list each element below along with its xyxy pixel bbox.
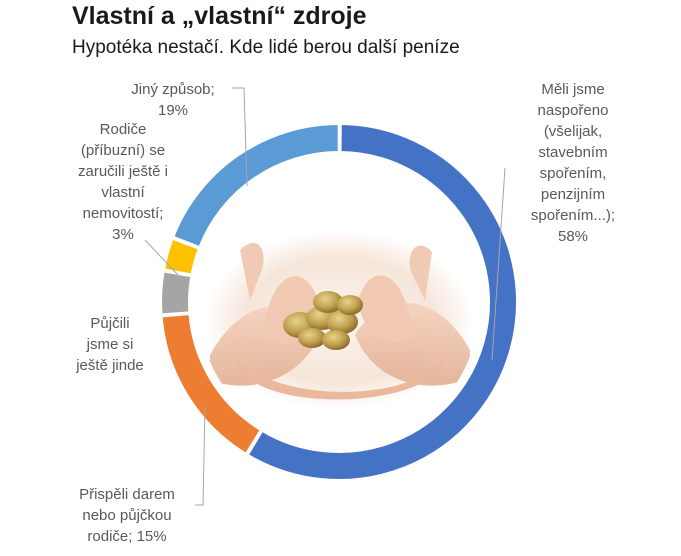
leader-line-0 bbox=[491, 167, 506, 361]
donut-slice-4 bbox=[172, 122, 340, 249]
slice-label-line: 3% bbox=[112, 226, 134, 243]
slice-label-line: nebo půjčkou bbox=[82, 507, 172, 524]
donut-slice-2 bbox=[160, 270, 193, 316]
slice-label-2: Půjčili jsme si ještě jinde bbox=[60, 313, 160, 376]
slice-label-line: (všelijak, bbox=[543, 123, 603, 140]
donut-slice-1 bbox=[160, 313, 263, 456]
slice-label-line: Přispěli darem bbox=[79, 486, 175, 503]
coins bbox=[283, 291, 363, 350]
slice-label-line: jsme si bbox=[86, 336, 134, 353]
slice-label-0: Měli jsme naspořeno (všelijak, stavebním spo… bbox=[498, 79, 648, 247]
slice-label-1: Přispěli darem nebo půjčkou rodiče; 15% bbox=[62, 484, 192, 547]
donut-slice-3 bbox=[162, 237, 201, 276]
slice-label-line: 58% bbox=[557, 228, 589, 245]
chart-subtitle: Hypotéka nestačí. Kde lidé berou další p… bbox=[72, 37, 460, 58]
slice-label-line: nemovitostí; bbox=[82, 205, 164, 222]
slice-label-3: Rodiče (příbuzní) se zaručili ještě i vlast… bbox=[48, 119, 198, 245]
slice-label-line: (příbuzní) se bbox=[80, 142, 166, 159]
slice-label-line: Jiný způsob; bbox=[131, 81, 215, 98]
slice-label-line: penzijním bbox=[540, 186, 606, 203]
slice-label-line: vlastní bbox=[101, 184, 145, 201]
chart-title: Vlastní a „vlastní“ zdroje bbox=[72, 2, 367, 30]
slice-label-line: spořením, bbox=[539, 165, 607, 182]
slice-label-line: stavebním bbox=[538, 144, 608, 161]
leader-line-1 bbox=[195, 404, 206, 506]
slice-label-line: naspořeno bbox=[537, 102, 609, 119]
leader-line-3 bbox=[144, 239, 179, 276]
slice-label-line: ještě jinde bbox=[76, 357, 144, 374]
slice-label-line: Rodiče bbox=[99, 121, 147, 138]
slice-label-line: zaručili ještě i bbox=[77, 163, 169, 180]
slice-label-line: Půjčili bbox=[90, 315, 130, 332]
leader-line-4 bbox=[232, 87, 248, 187]
slice-label-line: spořením...); bbox=[530, 207, 616, 224]
slice-label-4: Jiný způsob; 19% bbox=[118, 79, 228, 121]
slice-label-line: 19% bbox=[157, 102, 189, 119]
slice-label-line: rodiče; 15% bbox=[87, 528, 167, 545]
donut-slice-0 bbox=[246, 122, 518, 481]
slice-label-line: Měli jsme bbox=[541, 81, 605, 98]
hands-with-coins-image bbox=[199, 167, 479, 447]
